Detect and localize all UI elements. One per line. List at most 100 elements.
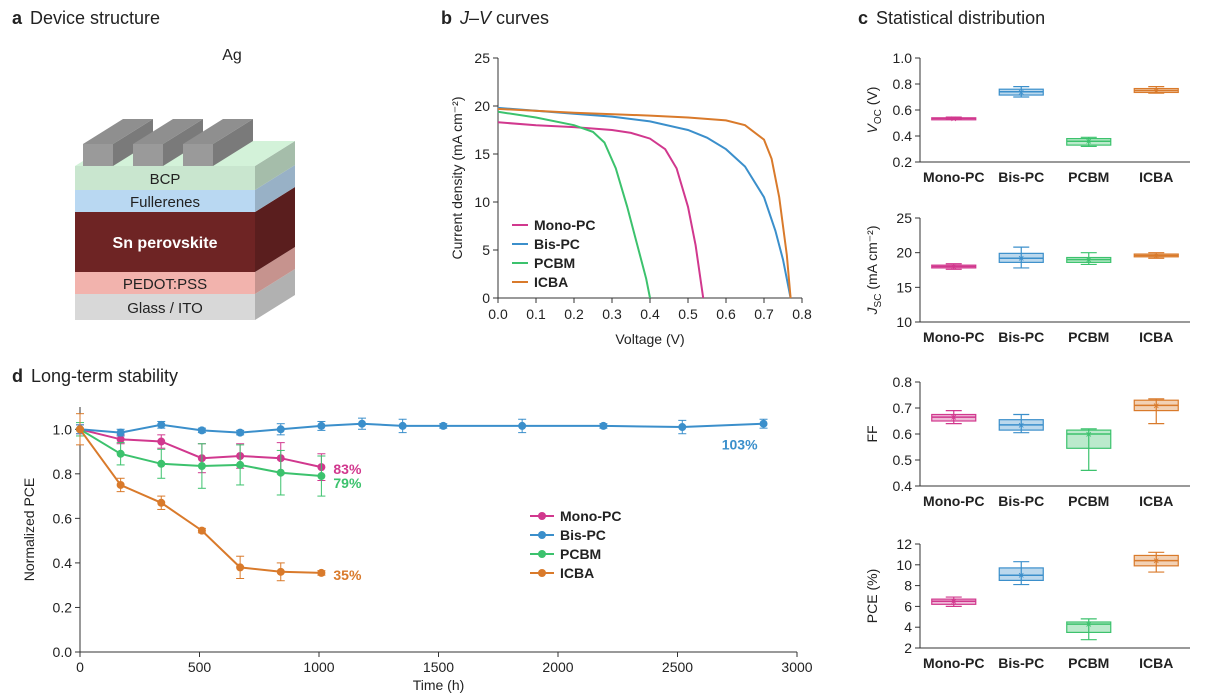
y-axis-label-unit: (mA cm⁻²) (864, 226, 880, 294)
y-axis-label-unit: (V) (864, 87, 880, 110)
y-tick-label: 0.4 (53, 555, 73, 571)
x-category-label-pcbm: PCBM (1068, 169, 1109, 185)
data-point-bis-pc (276, 425, 285, 434)
y-tick-label: 0.4 (893, 478, 913, 494)
y-axis-label-main: PCE (%) (864, 569, 880, 623)
x-tick-label: 0.8 (792, 306, 812, 322)
layer-glass-ito-front (75, 294, 255, 320)
layer-pedot-pss-side (255, 247, 295, 294)
x-tick-label: 0.7 (754, 306, 774, 322)
ag-electrode-2-top (133, 119, 203, 144)
jv-curves-chart: 0 5 10 15 20 25 0.0 0.1 0.2 0.3 0.4 0.5 0.6 0.7 0.8 Vol… (449, 50, 812, 347)
data-point-mono-pc (157, 437, 166, 446)
data-point-bis-pc (116, 428, 125, 437)
data-point-bis-pc (236, 428, 245, 437)
panel-c-title-text: Statistical distribution (876, 8, 1046, 28)
x-category-label-bis-pc: Bis-PC (998, 655, 1044, 671)
y-tick-label: 0.2 (53, 599, 73, 615)
data-point-bis-pc (398, 421, 407, 430)
y-tick-label: 20 (474, 98, 490, 114)
y-axis-label: JSC (mA cm⁻²) (864, 226, 884, 316)
data-point-pcbm (197, 462, 206, 471)
jv-line-icba (497, 107, 792, 299)
x-tick-label: 0 (76, 659, 84, 675)
y-tick-label: 0.4 (893, 128, 913, 144)
panel-b-letter: b (441, 8, 452, 28)
mean-marker-icba: × (1153, 86, 1159, 98)
x-tick-label: 1000 (303, 659, 334, 675)
legend-label-bis-pc: Bis-PC (534, 236, 580, 252)
data-point-icba (317, 568, 326, 577)
data-point-icba (116, 480, 125, 489)
mean-marker-bis-pc: × (1018, 253, 1024, 265)
ag-label: Ag (222, 47, 242, 64)
data-point-bis-pc (678, 423, 687, 432)
x-category-label-bis-pc: Bis-PC (998, 169, 1044, 185)
end-label-mono-pc: 83% (333, 461, 362, 477)
mean-marker-pcbm: × (1086, 255, 1092, 267)
x-category-label-mono-pc: Mono-PC (923, 169, 984, 185)
x-category-label-mono-pc: Mono-PC (923, 329, 984, 345)
y-axis-label-main: V (864, 122, 880, 133)
mean-marker-mono-pc: × (951, 262, 957, 274)
mean-marker-icba: × (1153, 556, 1159, 568)
layer-fullerenes-label: Fullerenes (130, 194, 200, 211)
ff-box-chart: 0.4 0.5 0.6 0.7 0.8 × Mono-PC × Bis-PC × PCBM × ICBA… (864, 374, 1190, 509)
y-tick-label: 5 (482, 242, 490, 258)
panel-a-letter: a (12, 8, 23, 28)
panel-d-letter: d (12, 366, 23, 386)
layer-sn-perovskite-side (255, 187, 295, 272)
data-point-bis-pc (759, 419, 768, 428)
end-label-icba: 35% (333, 567, 362, 583)
stability-chart: 0.0 0.2 0.4 0.6 0.8 1.0 0 500 1000 1500 2000 2500 30… (21, 407, 813, 693)
y-axis-label: Normalized PCE (21, 478, 37, 581)
legend-marker-bis-pc (538, 531, 546, 539)
x-tick-label: 0.5 (678, 306, 698, 322)
box-pcbm (1066, 621, 1112, 633)
panel-b-title: b J–V curves (441, 8, 549, 29)
y-tick-label: 1.0 (893, 50, 913, 66)
x-tick-label: 0.2 (564, 306, 584, 322)
y-axis-label-sub: OC (873, 109, 884, 124)
panel-d-title: d Long-term stability (12, 366, 178, 387)
x-tick-label: 0.1 (526, 306, 546, 322)
x-category-label-icba: ICBA (1139, 169, 1173, 185)
y-tick-label: 10 (474, 194, 490, 210)
y-tick-label: 0.2 (893, 154, 913, 170)
panel-a-title: a Device structure (12, 8, 160, 29)
y-axis-label: FF (864, 425, 880, 442)
layer-pedot-pss-label: PEDOT:PSS (123, 276, 207, 293)
legend-label-pcbm: PCBM (534, 255, 575, 271)
legend-label-bis-pc: Bis-PC (560, 527, 606, 543)
legend-marker-icba (538, 569, 546, 577)
y-axis-label: Current density (mA cm⁻²) (449, 97, 465, 260)
y-axis-label: PCE (%) (864, 569, 880, 623)
x-category-label-mono-pc: Mono-PC (923, 655, 984, 671)
y-tick-label: 0.7 (893, 400, 913, 416)
data-point-pcbm (157, 459, 166, 468)
y-tick-label: 0.0 (53, 644, 73, 660)
data-point-mono-pc (116, 435, 125, 444)
y-axis-label-main: FF (864, 425, 880, 442)
layer-glass-ito-label: Glass / ITO (127, 300, 203, 317)
legend-label-mono-pc: Mono-PC (560, 508, 621, 524)
y-tick-label: 25 (474, 50, 490, 66)
x-axis-label: Time (h) (413, 677, 465, 693)
y-tick-label: 1.0 (53, 421, 73, 437)
box-bis-pc (998, 567, 1044, 581)
mean-marker-bis-pc: × (1018, 87, 1024, 99)
x-category-label-mono-pc: Mono-PC (923, 493, 984, 509)
x-category-label-icba: ICBA (1139, 329, 1173, 345)
y-tick-label: 0.6 (893, 102, 913, 118)
data-point-bis-pc (197, 426, 206, 435)
legend-label-pcbm: PCBM (560, 546, 601, 562)
data-point-bis-pc (317, 421, 326, 430)
legend-label-icba: ICBA (534, 274, 568, 290)
x-category-label-pcbm: PCBM (1068, 329, 1109, 345)
data-point-icba (276, 567, 285, 576)
x-category-label-pcbm: PCBM (1068, 493, 1109, 509)
layer-bcp-front (75, 166, 255, 190)
x-tick-label: 0.0 (488, 306, 508, 322)
y-tick-label: 2 (904, 640, 912, 656)
ag-electrode-2-side (163, 119, 203, 166)
